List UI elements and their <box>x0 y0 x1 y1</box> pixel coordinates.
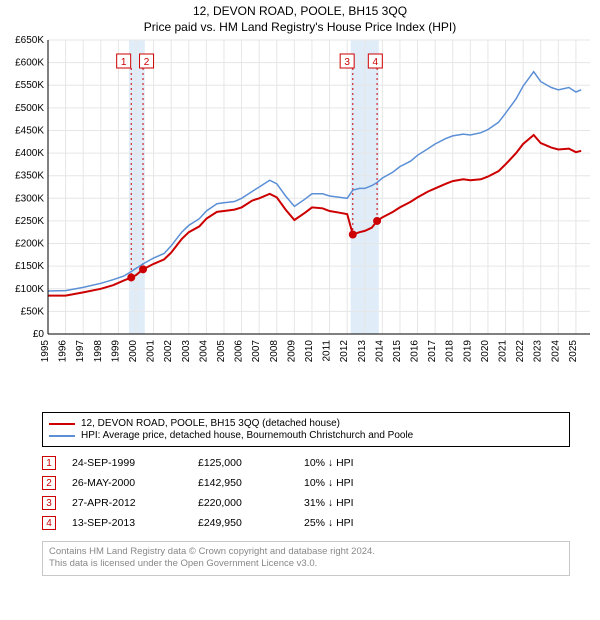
sale-price: £220,000 <box>198 497 288 509</box>
sale-marker: 2 <box>42 476 56 490</box>
svg-text:2016: 2016 <box>410 340 421 363</box>
svg-text:2013: 2013 <box>357 340 368 363</box>
sale-date: 24-SEP-1999 <box>72 457 182 469</box>
svg-text:2009: 2009 <box>286 340 297 363</box>
svg-text:£500K: £500K <box>15 103 44 114</box>
svg-text:2005: 2005 <box>216 340 227 363</box>
svg-text:£250K: £250K <box>15 216 44 227</box>
svg-text:2: 2 <box>144 57 150 68</box>
page-title: 12, DEVON ROAD, POOLE, BH15 3QQ <box>0 4 600 18</box>
svg-text:2021: 2021 <box>498 340 509 363</box>
svg-text:2008: 2008 <box>269 340 280 363</box>
svg-text:£0: £0 <box>33 329 45 340</box>
attribution-footer: Contains HM Land Registry data © Crown c… <box>42 541 570 576</box>
svg-text:2020: 2020 <box>480 340 491 363</box>
sale-marker: 3 <box>42 496 56 510</box>
sale-date: 13-SEP-2013 <box>72 517 182 529</box>
svg-text:£100K: £100K <box>15 284 44 295</box>
sale-date: 26-MAY-2000 <box>72 477 182 489</box>
sale-row: 3 27-APR-2012 £220,000 31% ↓ HPI <box>42 493 570 513</box>
svg-text:2014: 2014 <box>374 340 385 363</box>
svg-text:£50K: £50K <box>21 306 45 317</box>
svg-text:£400K: £400K <box>15 148 44 159</box>
svg-text:1999: 1999 <box>110 340 121 363</box>
sale-price: £142,950 <box>198 477 288 489</box>
svg-text:2011: 2011 <box>322 340 333 362</box>
svg-text:2001: 2001 <box>146 340 157 363</box>
svg-text:2004: 2004 <box>198 340 209 363</box>
sale-date: 27-APR-2012 <box>72 497 182 509</box>
svg-text:2010: 2010 <box>304 340 315 363</box>
sale-diff: 10% ↓ HPI <box>304 477 414 489</box>
svg-text:£200K: £200K <box>15 239 44 250</box>
sale-row: 1 24-SEP-1999 £125,000 10% ↓ HPI <box>42 453 570 473</box>
sales-table: 1 24-SEP-1999 £125,000 10% ↓ HPI 2 26-MA… <box>42 453 570 533</box>
svg-text:2003: 2003 <box>181 340 192 363</box>
footer-line: This data is licensed under the Open Gov… <box>49 558 563 570</box>
sale-marker: 1 <box>42 456 56 470</box>
svg-text:2002: 2002 <box>163 340 174 363</box>
sale-diff: 10% ↓ HPI <box>304 457 414 469</box>
chart: £0 £50K £100K £150K £200K £250K £300K £350K £400… <box>0 34 600 404</box>
svg-text:1996: 1996 <box>58 340 69 363</box>
svg-text:2024: 2024 <box>550 340 561 363</box>
svg-text:2006: 2006 <box>234 340 245 363</box>
svg-text:2018: 2018 <box>445 340 456 363</box>
sale-price: £249,950 <box>198 517 288 529</box>
svg-text:2022: 2022 <box>515 340 526 363</box>
svg-text:£300K: £300K <box>15 193 44 204</box>
svg-text:2025: 2025 <box>568 340 579 363</box>
legend-item: HPI: Average price, detached house, Bour… <box>49 430 563 441</box>
svg-text:£650K: £650K <box>15 35 44 46</box>
svg-text:2019: 2019 <box>462 340 473 363</box>
svg-text:£350K: £350K <box>15 171 44 182</box>
svg-text:3: 3 <box>344 57 350 68</box>
sale-row: 2 26-MAY-2000 £142,950 10% ↓ HPI <box>42 473 570 493</box>
svg-text:2007: 2007 <box>251 340 262 363</box>
sale-diff: 31% ↓ HPI <box>304 497 414 509</box>
sale-row: 4 13-SEP-2013 £249,950 25% ↓ HPI <box>42 513 570 533</box>
svg-text:2015: 2015 <box>392 340 403 363</box>
page-subtitle: Price paid vs. HM Land Registry's House … <box>0 20 600 34</box>
svg-text:£450K: £450K <box>15 125 44 136</box>
legend-label: 12, DEVON ROAD, POOLE, BH15 3QQ (detache… <box>81 418 340 429</box>
svg-text:2000: 2000 <box>128 340 139 363</box>
svg-text:2012: 2012 <box>339 340 350 363</box>
svg-text:1995: 1995 <box>40 340 51 363</box>
legend-item: 12, DEVON ROAD, POOLE, BH15 3QQ (detache… <box>49 418 563 429</box>
svg-text:1998: 1998 <box>93 340 104 363</box>
svg-text:£600K: £600K <box>15 58 44 69</box>
footer-line: Contains HM Land Registry data © Crown c… <box>49 546 563 558</box>
svg-text:£150K: £150K <box>15 261 44 272</box>
svg-text:2023: 2023 <box>533 340 544 363</box>
svg-text:4: 4 <box>373 57 379 68</box>
svg-text:£550K: £550K <box>15 80 44 91</box>
sale-price: £125,000 <box>198 457 288 469</box>
svg-text:1997: 1997 <box>75 340 86 363</box>
sale-marker: 4 <box>42 516 56 530</box>
sale-diff: 25% ↓ HPI <box>304 517 414 529</box>
legend-label: HPI: Average price, detached house, Bour… <box>81 430 413 441</box>
title-block: 12, DEVON ROAD, POOLE, BH15 3QQ Price pa… <box>0 0 600 34</box>
svg-text:2017: 2017 <box>427 340 438 363</box>
legend: 12, DEVON ROAD, POOLE, BH15 3QQ (detache… <box>42 412 570 447</box>
svg-text:1: 1 <box>121 57 127 68</box>
legend-swatch <box>49 435 75 437</box>
legend-swatch <box>49 423 75 425</box>
